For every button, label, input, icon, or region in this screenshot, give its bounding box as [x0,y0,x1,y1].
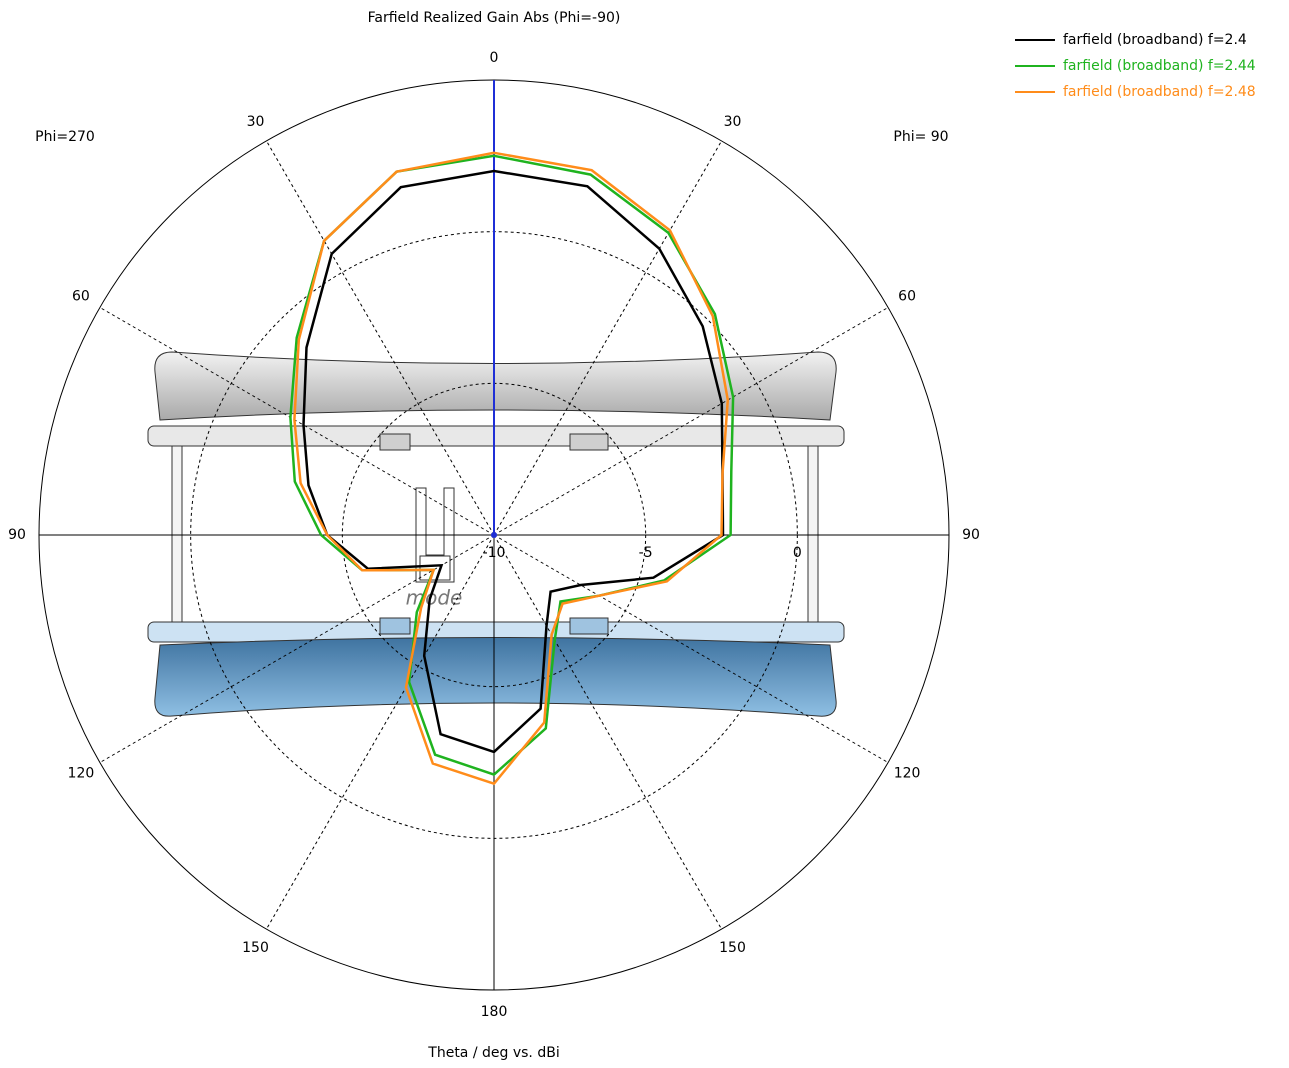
r-tick-label: 0 [793,545,802,561]
grid-spoke [99,307,495,536]
theta-tick-label: 120 [68,766,95,782]
theta-tick-label: 90 [962,527,980,543]
theta-tick-label: 180 [481,1004,508,1020]
series-line [302,169,725,754]
grid-spoke [493,534,722,930]
theta-tick-label: 120 [894,766,921,782]
theta-tick-label: 90 [8,527,26,543]
chart-title: Farfield Realized Gain Abs (Phi=-90) [368,10,621,26]
theta-tick-label: 60 [72,289,90,305]
theta-tick-label: 150 [719,940,746,956]
axis-label: Theta / deg vs. dBi [427,1045,559,1061]
device-illustration [147,351,845,717]
legend-label: farfield (broadband) f=2.4 [1063,32,1247,48]
grid-spoke [493,140,722,536]
theta-tick-label: 60 [898,289,916,305]
grid-spoke [266,140,495,536]
series-line [289,154,735,777]
theta-tick-label: 30 [724,114,742,130]
theta-tick-label: 30 [247,114,265,130]
legend-label: farfield (broadband) f=2.44 [1063,58,1256,74]
center-dot [491,532,497,538]
grid-spoke [266,534,495,930]
legend-label: farfield (broadband) f=2.48 [1063,84,1256,100]
grid-spoke [493,307,889,536]
theta-tick-label: 0 [490,50,499,66]
theta-tick-label: 150 [242,940,269,956]
grid-spoke [99,534,495,763]
series-line [293,151,730,786]
grid-spoke [493,534,889,763]
phi-right-label: Phi= 90 [893,129,948,145]
phi-left-label: Phi=270 [35,129,95,145]
r-tick-label: -5 [639,545,653,561]
